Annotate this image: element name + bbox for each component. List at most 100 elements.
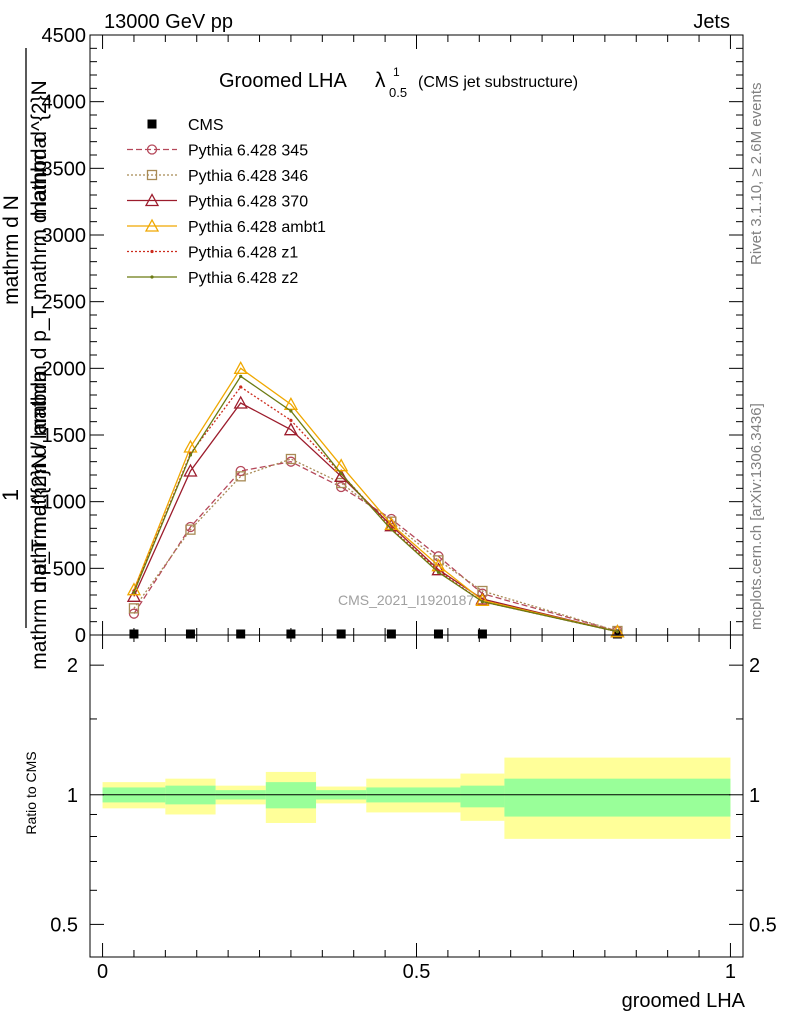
- data-point: [289, 409, 293, 413]
- data-point: [236, 629, 246, 639]
- data-point: [336, 629, 346, 639]
- data-point: [334, 458, 349, 472]
- data-point: [144, 193, 160, 207]
- y-tick-label: 0: [75, 625, 86, 647]
- x-tick-label: 0.5: [403, 961, 431, 983]
- ratio-axes: 0.5 0.5 1 1 2 2 0 0.5 1: [50, 635, 777, 983]
- category-label: Jets: [693, 11, 730, 33]
- title-prefix: Groomed LHA: [219, 70, 347, 92]
- y-tick-label: 500: [53, 558, 86, 580]
- x-tick-label: 1: [725, 961, 736, 983]
- x-tick-label: 0: [97, 961, 108, 983]
- data-point: [146, 144, 158, 155]
- legend-item: Pythia 6.428 370: [127, 193, 308, 211]
- data-point: [339, 472, 343, 476]
- ylabel-garbled-1: mathrm d N: [0, 195, 23, 305]
- legend-label: Pythia 6.428 345: [188, 143, 308, 160]
- data-point: [233, 395, 248, 409]
- ratio-bands: [102, 757, 731, 839]
- ratio-y-tick-label: 2: [67, 655, 78, 677]
- data-point: [289, 418, 293, 422]
- uncertainty-band-inner: [460, 785, 505, 808]
- title-lambda: λ: [375, 69, 386, 92]
- data-point: [128, 603, 140, 614]
- data-point: [334, 468, 349, 482]
- data-point: [285, 453, 297, 465]
- data-point: [336, 477, 347, 489]
- y-tick-label: 3000: [42, 225, 87, 247]
- legend-item: Pythia 6.428 345: [127, 143, 308, 160]
- data-point: [147, 119, 157, 129]
- ylabel-garbled-4: mathrm d p_T mathrm d lambda: [28, 370, 51, 670]
- data-point: [126, 582, 142, 596]
- data-point: [126, 588, 142, 602]
- series-line: [133, 460, 618, 632]
- energy-label: 13000 GeV pp: [104, 11, 233, 33]
- data-point: [129, 629, 139, 639]
- title-sup: 1: [393, 65, 400, 79]
- data-point: [150, 249, 154, 254]
- series-2: [128, 453, 623, 637]
- data-point: [612, 629, 622, 639]
- data-point: [477, 629, 487, 639]
- legend-label: CMS: [188, 117, 224, 134]
- ratio-y-tick-label-right: 1: [749, 785, 760, 807]
- data-point: [128, 608, 140, 619]
- data-point: [233, 360, 248, 374]
- data-point: [286, 629, 296, 639]
- main-y-axis: 0 500 1000 1500 2000 2500 3000 3500 4000 4500: [42, 25, 743, 647]
- series-line: [133, 458, 618, 632]
- ratio-plot: 0.5 0.5 1 1 2 2 0 0.5 1 Ratio to CMS groomed LHA: [23, 634, 777, 1012]
- rivet-label: Rivet 3.1.10, ≥ 2.6M events: [748, 83, 765, 266]
- ylabel-garbled-3: mathrm d^{2}N: [28, 80, 51, 219]
- data-point: [185, 524, 196, 535]
- ylabel-garbled-2: mathrm d^{2}N / mathrm d p_T mathrm d la…: [28, 136, 51, 593]
- data-point: [132, 590, 136, 594]
- mcplots-label: mcplots.cern.ch [arXiv:1306.3436]: [748, 403, 765, 630]
- legend-label: Pythia 6.428 ambt1: [188, 219, 326, 236]
- x-axis-label: groomed LHA: [622, 990, 746, 1012]
- legend-label: Pythia 6.428 z2: [188, 270, 298, 287]
- y-tick-label: 3500: [42, 158, 87, 180]
- main-ylabel: 1 mathrm d N mathrm d^{2}N / mathrm d p_…: [0, 48, 51, 670]
- data-point: [185, 629, 195, 639]
- ratio-y-tick-label: 0.5: [50, 914, 78, 936]
- legend-item: Pythia 6.428 z2: [127, 270, 298, 287]
- ratio-y-tick-label-right: 2: [749, 655, 760, 677]
- main-plot: 0 500 1000 1500 2000 2500 3000 3500 4000 4500 CMS…: [0, 25, 744, 670]
- y-tick-label: 4000: [42, 92, 87, 114]
- y-tick-label: 1500: [42, 425, 87, 447]
- legend: CMS Pythia 6.428 345 Pythia 6.428 346 Pythi…: [127, 117, 326, 287]
- data-point: [389, 528, 393, 532]
- series-layer: [126, 360, 625, 639]
- watermark: CMS_2021_I1920187: [338, 592, 474, 608]
- series-1: [128, 456, 623, 637]
- y-tick-label: 2500: [42, 292, 87, 314]
- legend-item: Pythia 6.428 ambt1: [127, 218, 326, 236]
- ratio-y-tick-label-right: 0.5: [749, 914, 777, 936]
- title-sub: 0.5: [389, 85, 407, 100]
- data-point: [239, 385, 243, 389]
- data-point: [283, 396, 299, 410]
- series-6: [132, 374, 620, 634]
- series-line: [133, 367, 618, 633]
- data-point: [480, 600, 485, 604]
- data-point: [386, 629, 396, 639]
- ylabel-one: 1: [0, 489, 23, 501]
- legend-item: Pythia 6.428 346: [127, 168, 308, 185]
- data-point: [150, 275, 154, 279]
- data-point: [239, 374, 243, 378]
- uncertainty-band-inner: [504, 778, 731, 817]
- title-suffix: (CMS jet substructure): [418, 74, 578, 91]
- data-point: [146, 169, 158, 181]
- data-point: [235, 471, 246, 482]
- legend-item: CMS: [147, 117, 224, 134]
- data-point: [436, 570, 441, 574]
- main-title: Groomed LHA λ 1 0.5 (CMS jet substructur…: [219, 65, 578, 100]
- ratio-y-tick-label: 1: [67, 785, 78, 807]
- y-tick-label: 4500: [42, 25, 87, 47]
- data-point: [235, 465, 246, 477]
- data-point: [183, 463, 198, 477]
- legend-label: Pythia 6.428 346: [188, 168, 308, 185]
